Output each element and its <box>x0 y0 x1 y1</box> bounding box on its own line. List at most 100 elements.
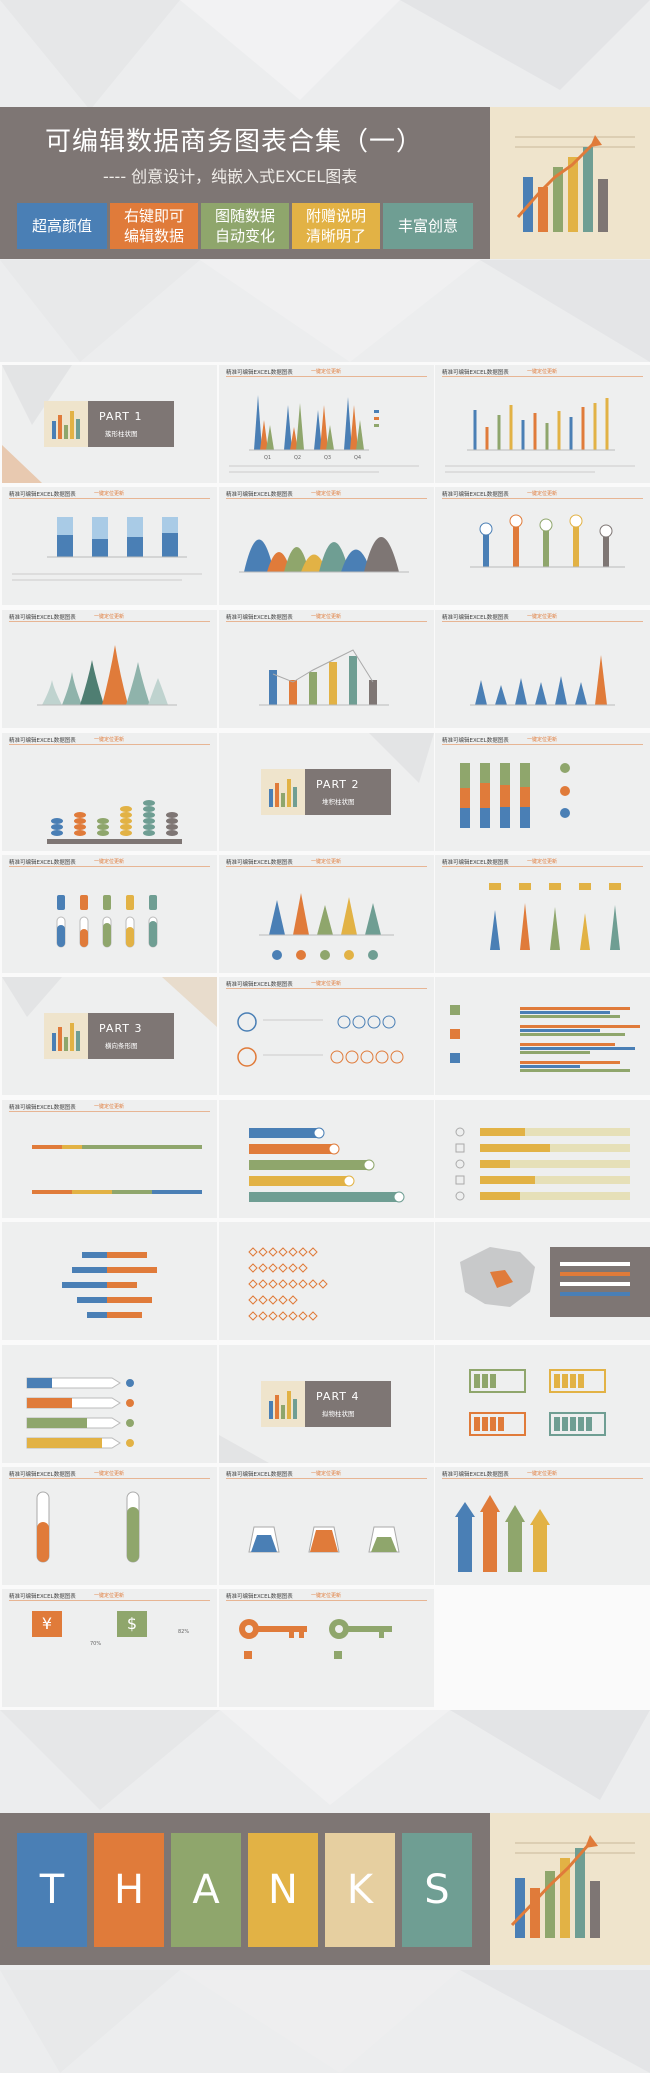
slide-cone-columns[interactable]: 精准可编辑EXCEL数据图表 一键定位更新 <box>435 610 650 728</box>
tag-creative: 丰富创意 <box>383 203 473 249</box>
slide-flasks[interactable]: 精准可编辑EXCEL数据图表 一键定位更新 <box>219 1467 434 1585</box>
slide-header-accent: 一键定位更新 <box>311 1471 342 1477</box>
part-3-card: PART 3 横向条形图 <box>44 1013 174 1059</box>
slide-bell-curves[interactable]: 精准可编辑EXCEL数据图表 一键定位更新 <box>219 487 434 605</box>
slide-header-accent: 一键定位更新 <box>94 491 125 497</box>
slide-header-accent: 一键定位更新 <box>527 1471 558 1477</box>
part-name: 堆积柱状图 <box>322 798 355 806</box>
slide-header: 精准可编辑EXCEL数据图表 <box>9 860 76 866</box>
slide-keys[interactable]: 精准可编辑EXCEL数据图表 一键定位更新 <box>219 1589 434 1707</box>
slide-diverging-bars[interactable] <box>2 1222 217 1340</box>
slide-header-accent: 一键定位更新 <box>311 1593 342 1599</box>
slide-header: 精准可编辑EXCEL数据图表 <box>226 1594 293 1600</box>
slide-header: 精准可编辑EXCEL数据图表 <box>9 738 76 744</box>
slide-header: 精准可编辑EXCEL数据图表 <box>226 860 293 866</box>
slide-stacked-discs[interactable]: 精准可编辑EXCEL数据图表 一键定位更新 <box>2 733 217 851</box>
slide-3d-cones[interactable]: 精准可编辑EXCEL数据图表 一键定位更新 <box>219 855 434 973</box>
slide-header: 精准可编辑EXCEL数据图表 <box>442 615 509 621</box>
slide-header: 精准可编辑EXCEL数据图表 <box>226 492 293 498</box>
slide-horizontal-bars[interactable] <box>435 977 650 1095</box>
slide-icon-bars[interactable] <box>435 1100 650 1218</box>
slide-header: 精准可编辑EXCEL数据图表 <box>442 1472 509 1478</box>
slide-spike-peaks[interactable]: 精准可编辑EXCEL数据图表 一键定位更新 <box>2 610 217 728</box>
tag-right-click-edit: 右键即可编辑数据 <box>110 203 198 249</box>
slide-numbered-bars[interactable] <box>219 1100 434 1218</box>
cover-title: 可编辑数据商务图表合集（一） <box>45 127 424 157</box>
thanks-letter-t: T <box>17 1833 87 1947</box>
slide-diamond-rows[interactable] <box>219 1222 434 1340</box>
part-number: PART 4 <box>316 1390 360 1403</box>
slide-currency[interactable]: 精准可编辑EXCEL数据图表 一键定位更新 ¥ $ 70% 82% <box>2 1589 217 1707</box>
slide-china-map[interactable] <box>435 1222 650 1340</box>
slide-header-accent: 一键定位更新 <box>311 981 342 987</box>
slide-header: 精准可编辑EXCEL数据图表 <box>442 370 509 376</box>
slide-header: 精准可编辑EXCEL数据图表 <box>9 615 76 621</box>
slide-test-tubes[interactable]: 精准可编辑EXCEL数据图表 一键定位更新 <box>2 855 217 973</box>
slide-batteries[interactable] <box>435 1345 650 1463</box>
slide-stacked-columns[interactable]: 精准可编辑EXCEL数据图表 一键定位更新 <box>435 733 650 851</box>
slide-lollipop-columns[interactable]: 精准可编辑EXCEL数据图表 一键定位更新 <box>435 487 650 605</box>
slide-part-3[interactable]: PART 3 横向条形图 <box>2 977 217 1095</box>
slide-triangle-columns[interactable]: 精准可编辑EXCEL数据图表 一键定位更新 Q1 Q2 Q3 Q4 <box>219 365 434 483</box>
slide-header: 精准可编辑EXCEL数据图表 <box>442 860 509 866</box>
cover-subtitle: ---- 创意设计，纯嵌入式EXCEL图表 <box>103 167 358 186</box>
part-4-card: PART 4 拟物柱状图 <box>261 1381 391 1427</box>
slide-header-accent: 一键定位更新 <box>311 491 342 497</box>
slide-header: 精准可编辑EXCEL数据图表 <box>442 738 509 744</box>
slide-header-accent: 一键定位更新 <box>527 614 558 620</box>
cover-chart-illustration <box>490 107 650 259</box>
title-banner: 可编辑数据商务图表合集（一） ---- 创意设计，纯嵌入式EXCEL图表 超高颜… <box>0 107 490 259</box>
tag-instructions: 附赠说明清晰明了 <box>292 203 380 249</box>
slide-progress-strips[interactable]: 精准可编辑EXCEL数据图表 一键定位更新 <box>2 1100 217 1218</box>
slide-header: 精准可编辑EXCEL数据图表 <box>9 1594 76 1600</box>
bar-chart-icon <box>261 769 305 815</box>
thanks-letter-a: A <box>171 1833 241 1947</box>
slide-header: 精准可编辑EXCEL数据图表 <box>226 1472 293 1478</box>
part-name: 拟物柱状图 <box>322 1410 355 1418</box>
slide-header: 精准可编辑EXCEL数据图表 <box>226 982 293 988</box>
thanks-letter-h: H <box>94 1833 164 1947</box>
slide-header: 精准可编辑EXCEL数据图表 <box>226 370 293 376</box>
slide-header: 精准可编辑EXCEL数据图表 <box>226 615 293 621</box>
slide-header-accent: 一键定位更新 <box>527 491 558 497</box>
slide-header-accent: 一键定位更新 <box>527 859 558 865</box>
slide-person-icons[interactable]: 精准可编辑EXCEL数据图表 一键定位更新 <box>219 977 434 1095</box>
slide-header-accent: 一键定位更新 <box>94 737 125 743</box>
slide-part-2[interactable]: PART 2 堆积柱状图 <box>219 733 434 851</box>
slide-spindle-columns[interactable]: 精准可编辑EXCEL数据图表 一键定位更新 <box>435 855 650 973</box>
slide-header-accent: 一键定位更新 <box>311 614 342 620</box>
bar-chart-icon <box>261 1381 305 1427</box>
tag-high-appeal: 超高颜值 <box>17 203 107 249</box>
thanks-letter-s: S <box>402 1833 472 1947</box>
thanks-letter-n: N <box>248 1833 318 1947</box>
slide-arrow-columns[interactable]: 精准可编辑EXCEL数据图表 一键定位更新 <box>435 1467 650 1585</box>
slide-monthly-sticks[interactable]: 精准可编辑EXCEL数据图表 一键定位更新 <box>435 365 650 483</box>
thanks-banner: T H A N K S <box>0 1813 490 1965</box>
slide-arrow-bars[interactable] <box>2 1345 217 1463</box>
slide-percent-columns[interactable]: 精准可编辑EXCEL数据图表 一键定位更新 <box>2 487 217 605</box>
slide-header: 精准可编辑EXCEL数据图表 <box>9 492 76 498</box>
slide-header-accent: 一键定位更新 <box>94 614 125 620</box>
part-number: PART 1 <box>99 410 143 423</box>
bar-chart-icon <box>44 1013 88 1059</box>
tag-auto-update: 图随数据自动变化 <box>201 203 289 249</box>
cover-background <box>0 0 650 362</box>
slide-header: 精准可编辑EXCEL数据图表 <box>9 1105 76 1111</box>
slide-header-accent: 一键定位更新 <box>311 369 342 375</box>
slide-columns-line[interactable]: 精准可编辑EXCEL数据图表 一键定位更新 <box>219 610 434 728</box>
slide-part-4[interactable]: PART 4 拟物柱状图 <box>219 1345 434 1463</box>
slide-header-accent: 一键定位更新 <box>94 859 125 865</box>
svg-text:Q4: Q4 <box>354 455 361 461</box>
part-number: PART 2 <box>316 778 360 791</box>
slide-header-accent: 一键定位更新 <box>94 1593 125 1599</box>
slide-header: 精准可编辑EXCEL数据图表 <box>9 1472 76 1478</box>
part-number: PART 3 <box>99 1022 143 1035</box>
slide-tubes[interactable]: 精准可编辑EXCEL数据图表 一键定位更新 <box>2 1467 217 1585</box>
svg-text:Q2: Q2 <box>294 455 301 461</box>
yuan-value: 70% <box>90 1641 102 1647</box>
part-name: 横向条形图 <box>105 1042 138 1050</box>
slide-header-accent: 一键定位更新 <box>527 369 558 375</box>
slide-part-1[interactable]: PART 1 簇形柱状图 <box>2 365 217 483</box>
thanks-chart-illustration <box>490 1813 650 1965</box>
slide-header-accent: 一键定位更新 <box>527 737 558 743</box>
